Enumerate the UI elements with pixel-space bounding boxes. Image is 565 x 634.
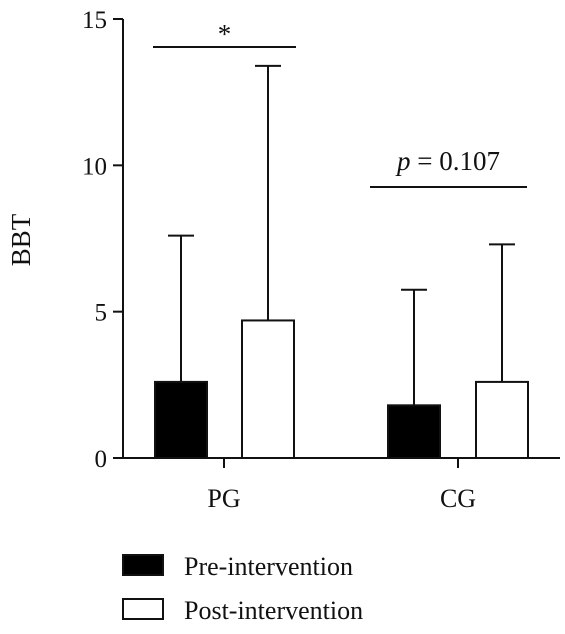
x-category-label: PG (207, 484, 240, 513)
significance-label: * (218, 19, 232, 49)
y-tick-label: 5 (95, 300, 108, 327)
legend-swatch (122, 598, 164, 620)
bars (154, 64, 529, 460)
significance-label: p = 0.107 (395, 146, 500, 176)
y-axis-title: BBT (6, 213, 36, 266)
legend-label: Pre-intervention (184, 552, 353, 581)
y-tick-label: 0 (95, 446, 108, 473)
x-category-label: CG (440, 484, 476, 513)
legend-label: Post-intervention (184, 596, 363, 625)
bar-cg-post-intervention (475, 380, 529, 460)
bar-pg-pre-intervention (154, 380, 208, 460)
significance-annotations: * p = 0.107 (153, 19, 527, 188)
legend: Pre-intervention Post-intervention (122, 552, 363, 625)
y-tick-label: 10 (82, 153, 107, 180)
bar-cg-pre-intervention (387, 404, 441, 460)
y-ticks: 0 5 10 15 (82, 7, 123, 473)
bar-pg-post-intervention (241, 319, 295, 459)
y-tick-label: 15 (82, 7, 107, 34)
x-category-labels: PG CG (207, 458, 476, 513)
legend-swatch (122, 554, 164, 576)
